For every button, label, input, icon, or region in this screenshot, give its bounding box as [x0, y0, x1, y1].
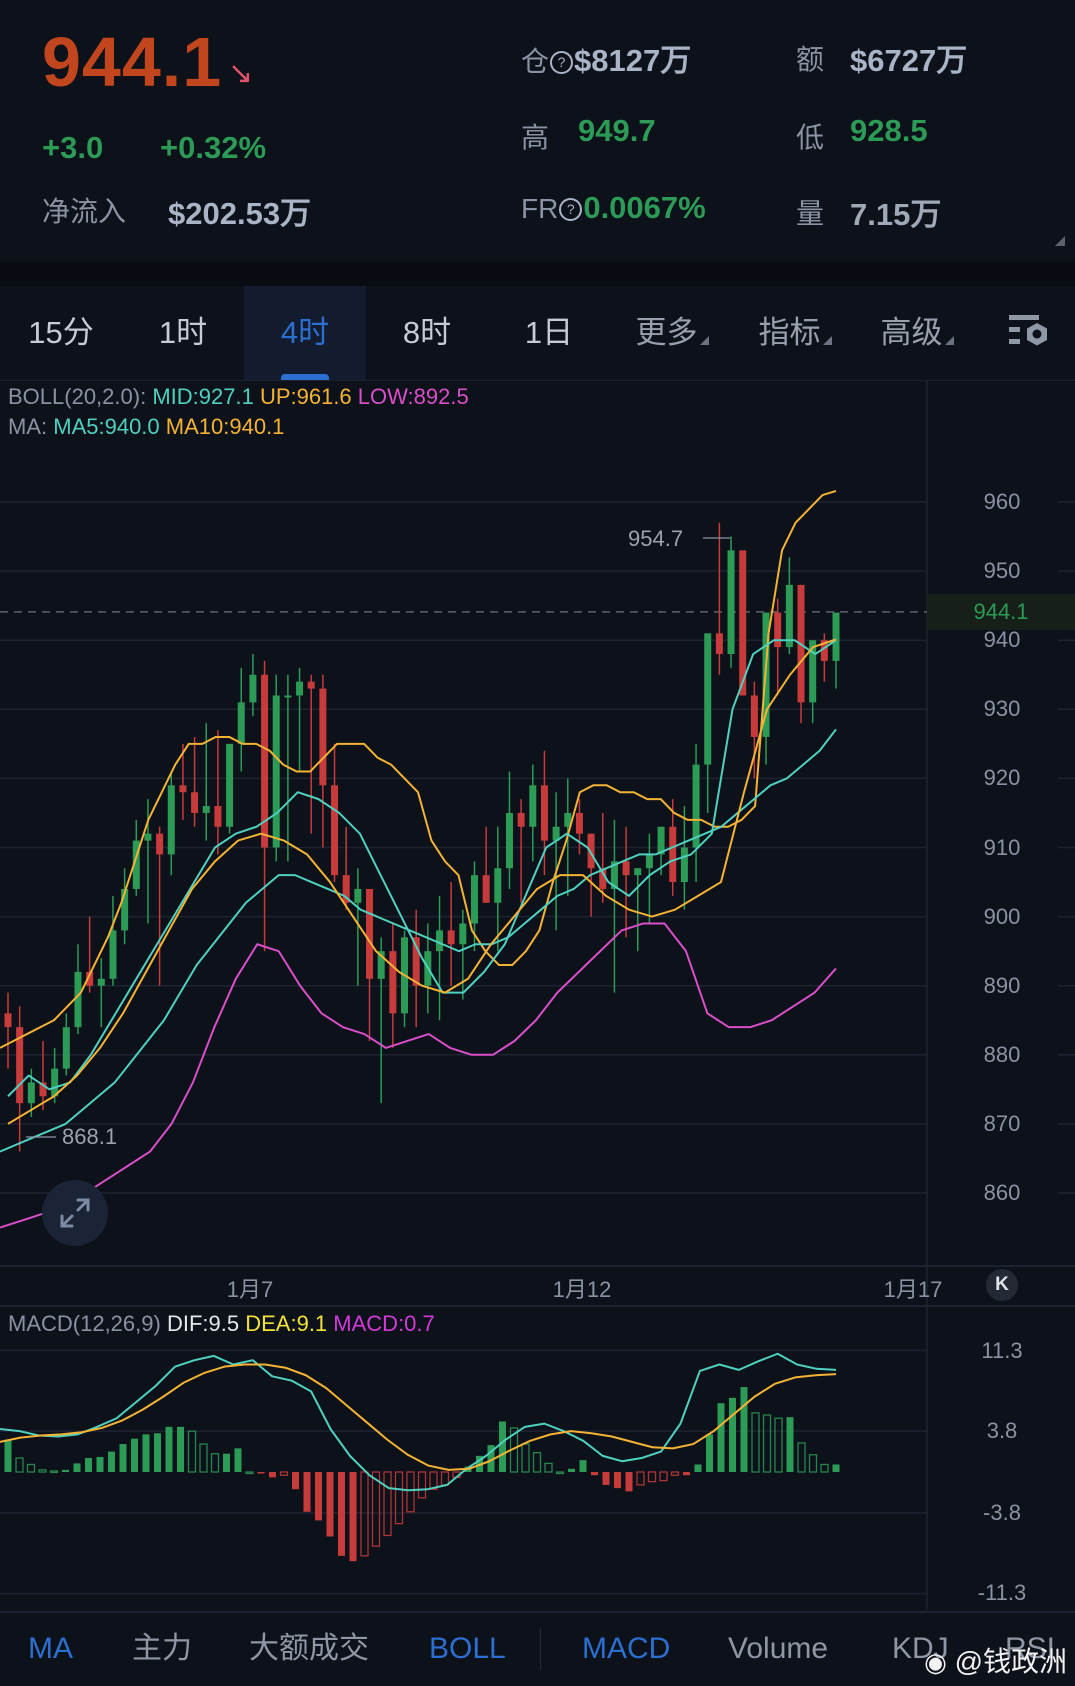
- high-label: 高: [521, 122, 550, 153]
- last-price: 944.1: [42, 23, 223, 101]
- net-inflow-value: $202.53万: [168, 196, 312, 231]
- high-marker-label: 954.7: [628, 526, 684, 551]
- macd-tick: -3.8: [983, 1499, 1021, 1525]
- dropdown-triangle-icon: [822, 336, 832, 345]
- tab-1h[interactable]: 1时: [158, 315, 208, 350]
- watermark: ◉ @钱政洲: [924, 1646, 1067, 1677]
- date-tick: 1月12: [552, 1277, 612, 1302]
- low-marker-label: 868.1: [62, 1124, 118, 1149]
- divider: [0, 262, 1075, 286]
- tab-indicators[interactable]: 指标: [734, 286, 856, 380]
- open-interest-label: 仓: [521, 46, 550, 77]
- date-tick: 1月17: [883, 1277, 943, 1302]
- help-icon[interactable]: ?: [550, 51, 574, 74]
- dif-value: DIF:9.5: [166, 1311, 240, 1336]
- ma-legend: MA: MA5:940.0 MA10:940.1: [8, 414, 285, 439]
- dropdown-triangle-icon: [944, 336, 954, 345]
- macd-value: MACD:0.7: [333, 1311, 435, 1336]
- ma10-value: MA10:940.1: [165, 414, 285, 439]
- indicator-tab-ma[interactable]: MA: [28, 1632, 73, 1665]
- boll-mid-value: MID:927.1: [152, 384, 254, 409]
- expand-header-icon[interactable]: [1055, 236, 1065, 246]
- price-tick: 960: [983, 489, 1021, 514]
- arrow-down-right-icon: ↘: [228, 57, 254, 90]
- jump-to-latest-button[interactable]: K: [986, 1269, 1018, 1301]
- chart-settings-button[interactable]: [995, 286, 1065, 380]
- date-tick: 1月7: [226, 1277, 274, 1302]
- help-icon[interactable]: ?: [559, 198, 583, 221]
- price-change: +3.0: [42, 130, 104, 165]
- tab-15m[interactable]: 15分: [28, 315, 94, 350]
- volume-value: 7.15万: [850, 197, 942, 232]
- divider: [540, 1628, 541, 1670]
- indicator-tabs: MA 主力 大额成交 BOLL MACD Volume KDJ RSI: [0, 1612, 1075, 1686]
- ma5-value: MA5:940.0: [53, 414, 160, 439]
- funding-rate: FR? 0.0067%: [521, 190, 706, 226]
- indicator-tab-volume[interactable]: Volume: [728, 1632, 829, 1665]
- tab-8h[interactable]: 8时: [402, 315, 452, 350]
- open-interest-value: $8127万: [574, 43, 692, 78]
- current-price-tag: 944.1: [927, 594, 1075, 630]
- high-value: 949.7: [578, 113, 656, 148]
- tab-4h[interactable]: 4时: [244, 286, 366, 380]
- turnover-label: 额: [796, 44, 825, 75]
- macd-tick: 11.3: [981, 1337, 1023, 1363]
- price-tick: 930: [983, 696, 1021, 722]
- price-tick: 870: [983, 1110, 1021, 1136]
- indicator-tab-macd[interactable]: MACD: [582, 1632, 671, 1665]
- price-tick: 900: [983, 903, 1021, 929]
- fullscreen-button[interactable]: [42, 1180, 108, 1246]
- indicator-tab-rsi[interactable]: RSI: [1005, 1632, 1056, 1665]
- dea-value: DEA:9.1: [245, 1311, 328, 1336]
- funding-rate-value: 0.0067%: [583, 190, 706, 225]
- price-tick: 910: [983, 834, 1021, 860]
- low-value: 928.5: [850, 113, 928, 148]
- price-tick: 890: [983, 972, 1021, 998]
- price-tick: 880: [983, 1041, 1021, 1067]
- open-interest: 仓? $8127万: [521, 35, 691, 80]
- price-tick: 950: [983, 558, 1021, 584]
- expand-arrows-icon: [60, 1198, 90, 1228]
- net-inflow-label: 净流入: [42, 196, 127, 227]
- low-label: 低: [796, 122, 825, 153]
- weibo-icon: ◉: [924, 1647, 947, 1677]
- dropdown-triangle-icon: [699, 336, 709, 345]
- macd-tick: 3.8: [986, 1418, 1018, 1444]
- macd-tick: -11.3: [977, 1580, 1027, 1606]
- timeframe-tabs: 15分 1时 4时 8时 1日 更多 指标 高级: [0, 286, 1075, 381]
- tab-1d[interactable]: 1日: [524, 315, 574, 350]
- price-tick: 940: [983, 627, 1021, 653]
- active-tab-indicator: [281, 374, 329, 380]
- volume-label: 量: [796, 198, 825, 229]
- indicator-tab-boll[interactable]: BOLL: [429, 1632, 506, 1665]
- chart-settings-icon: [1009, 315, 1047, 346]
- indicator-tab-large-trades[interactable]: 大额成交: [249, 1632, 369, 1665]
- boll-low-value: LOW:892.5: [357, 384, 469, 409]
- price-tick: 860: [983, 1180, 1021, 1205]
- indicator-tab-kdj[interactable]: KDJ: [892, 1632, 949, 1665]
- price-change-pct: +0.32%: [160, 130, 267, 165]
- turnover-value: $6727万: [850, 43, 968, 78]
- boll-legend: BOLL(20,2.0): MID:927.1 UP:961.6 LOW:892…: [8, 384, 469, 409]
- indicator-tab-main-force[interactable]: 主力: [132, 1632, 192, 1665]
- tab-advanced[interactable]: 高级: [856, 286, 978, 380]
- tab-more[interactable]: 更多: [610, 286, 734, 380]
- ticker-header: 944.1 ↘ +3.0 +0.32% 净流入 $202.53万 仓? $8127…: [0, 0, 1075, 262]
- funding-rate-label: FR: [521, 193, 559, 224]
- boll-up-value: UP:961.6: [259, 384, 352, 409]
- price-tick: 920: [983, 765, 1021, 791]
- macd-legend: MACD(12,26,9) DIF:9.5 DEA:9.1 MACD:0.7: [8, 1311, 435, 1336]
